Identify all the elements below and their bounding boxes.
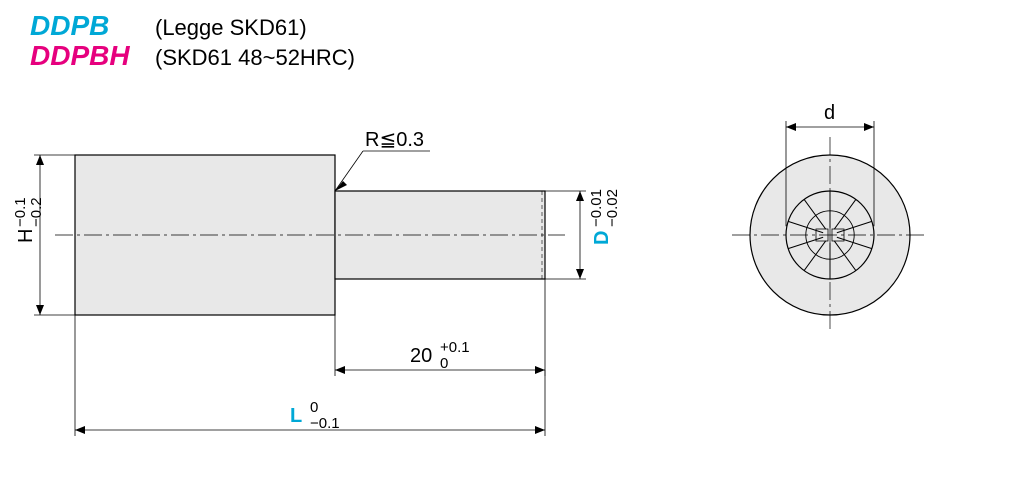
dim-20-tol-u: +0.1	[440, 339, 470, 356]
dim-L-tol-u: 0	[310, 399, 318, 416]
code2-desc: (SKD61 48~52HRC)	[155, 45, 355, 70]
svg-text:D: D	[591, 231, 613, 245]
svg-text:−0.01: −0.01	[588, 189, 605, 227]
code1: DDPB	[30, 10, 109, 41]
svg-text:H: H	[15, 229, 37, 243]
svg-text:−0.2: −0.2	[28, 197, 45, 227]
code1-desc: (Legge SKD61)	[155, 15, 307, 40]
r-note: R≦0.3	[365, 129, 424, 151]
dim-d: d	[824, 102, 835, 124]
dim-D: D −0.01−0.02	[588, 189, 621, 245]
dim-L: L	[290, 405, 302, 427]
svg-text:−0.1: −0.1	[12, 197, 29, 227]
svg-text:−0.02: −0.02	[604, 189, 621, 227]
dim-L-tol-l: −0.1	[310, 415, 340, 432]
dim-20-tol-l: 0	[440, 355, 448, 372]
code2: DDPBH	[30, 40, 130, 71]
dim-20: 20	[410, 345, 432, 367]
